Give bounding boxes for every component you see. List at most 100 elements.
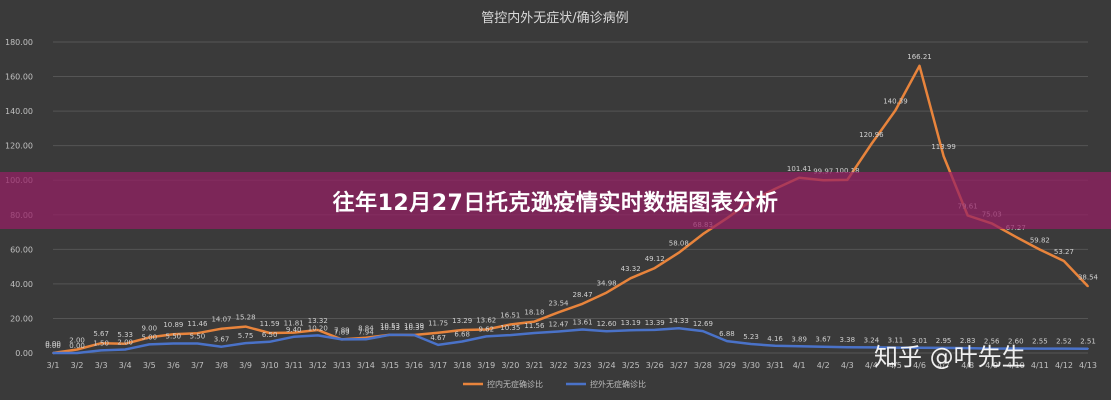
y-tick-label: 40.00: [10, 280, 33, 289]
x-tick-label: 3/6: [167, 361, 180, 370]
data-point: [437, 344, 440, 346]
data-label: 3.01: [912, 337, 928, 345]
x-tick-label: 3/14: [357, 361, 375, 370]
data-label: 1.50: [93, 339, 109, 347]
data-point: [196, 332, 199, 335]
data-point: [1087, 347, 1089, 350]
data-point: [461, 329, 464, 331]
data-label: 38.54: [1078, 273, 1099, 281]
data-point: [990, 347, 993, 350]
x-tick-label: 4/7: [937, 361, 950, 370]
data-label: 14.07: [211, 316, 231, 324]
data-label: 9.62: [478, 325, 494, 333]
data-label: 34.98: [597, 280, 617, 288]
data-label: 5.50: [190, 332, 206, 340]
data-label: 14.33: [669, 317, 689, 325]
legend: 控内无症确诊比 控外无症确诊比: [463, 379, 646, 389]
x-tick-label: 3/29: [718, 361, 736, 370]
data-label: 15.28: [236, 314, 256, 322]
data-point: [677, 251, 680, 254]
data-point: [870, 143, 873, 145]
data-label: 10.39: [404, 322, 424, 330]
data-label: 5.75: [238, 332, 254, 340]
data-point: [389, 333, 391, 336]
data-point: [148, 336, 151, 339]
data-label: 49.12: [645, 255, 665, 263]
x-tick-label: 3/17: [429, 361, 447, 370]
series-lines: [52, 64, 1089, 355]
data-point: [100, 342, 103, 345]
y-tick-label: 120.00: [5, 142, 33, 151]
x-tick-label: 4/11: [1031, 361, 1049, 370]
data-label: 13.32: [308, 317, 328, 325]
data-point: [124, 348, 127, 351]
x-tick-label: 3/23: [574, 361, 592, 370]
data-point: [485, 328, 488, 331]
data-label: 59.82: [1030, 237, 1050, 245]
data-label: 16.51: [500, 311, 520, 319]
data-label: 7.94: [358, 328, 374, 336]
data-label: 2.60: [1008, 338, 1024, 346]
data-point: [365, 338, 367, 341]
data-point: [629, 329, 632, 332]
data-point: [100, 349, 103, 352]
legend-label-orange: 控内无症确诊比: [487, 379, 543, 389]
data-point: [172, 333, 175, 336]
data-label: 3.24: [864, 336, 880, 344]
data-label: 10.35: [500, 324, 520, 332]
y-tick-label: 20.00: [10, 314, 33, 323]
x-tick-label: 3/22: [549, 361, 567, 370]
data-label: 2.83: [960, 337, 976, 345]
x-tick-label: 3/27: [670, 361, 688, 370]
data-label: 28.47: [573, 291, 593, 299]
data-point: [485, 335, 488, 338]
data-point: [1038, 347, 1041, 350]
data-point: [76, 352, 78, 354]
data-point: [581, 302, 584, 305]
data-point: [918, 346, 921, 349]
x-tick-label: 3/19: [477, 361, 495, 370]
x-tick-label: 3/5: [143, 361, 156, 370]
data-label: 10.39: [404, 324, 424, 332]
data-point: [437, 331, 440, 334]
data-label: 6.50: [262, 331, 278, 339]
data-label: 9.40: [286, 326, 302, 334]
data-point: [822, 345, 825, 348]
data-label: 12.47: [548, 320, 568, 328]
data-label: 10.20: [308, 324, 328, 332]
data-point: [1014, 235, 1017, 238]
data-label: 10.89: [163, 321, 183, 329]
data-label: 166.21: [907, 53, 932, 61]
data-label: 113.99: [931, 143, 956, 151]
data-point: [557, 311, 560, 314]
data-point: [701, 233, 704, 235]
x-tick-label: 3/18: [453, 361, 471, 370]
data-point: [268, 340, 271, 343]
x-tick-label: 3/2: [71, 361, 84, 370]
data-point: [1014, 347, 1017, 350]
data-point: [316, 334, 319, 337]
data-label: 3.67: [815, 336, 831, 344]
data-point: [533, 332, 536, 334]
data-label: 11.81: [284, 320, 304, 328]
x-tick-label: 3/26: [646, 361, 664, 370]
x-tick-label: 4/5: [889, 361, 902, 370]
data-label: 140.39: [883, 97, 908, 105]
data-point: [677, 327, 680, 330]
data-label: 3.11: [888, 337, 904, 345]
x-tick-label: 3/3: [95, 361, 108, 370]
data-label: 10.53: [380, 322, 400, 330]
data-point: [629, 277, 632, 280]
data-label: 11.59: [260, 320, 280, 328]
data-point: [942, 155, 945, 157]
x-tick-label: 3/7: [191, 361, 204, 370]
x-tick-label: 3/31: [766, 361, 784, 370]
data-point: [966, 347, 969, 350]
data-point: [244, 342, 247, 344]
data-point: [605, 330, 608, 333]
data-point: [172, 342, 175, 345]
banner-title: 往年12月27日托克逊疫情实时数据图表分析: [332, 190, 779, 216]
data-point: [52, 352, 54, 354]
data-label: 5.67: [93, 330, 109, 338]
